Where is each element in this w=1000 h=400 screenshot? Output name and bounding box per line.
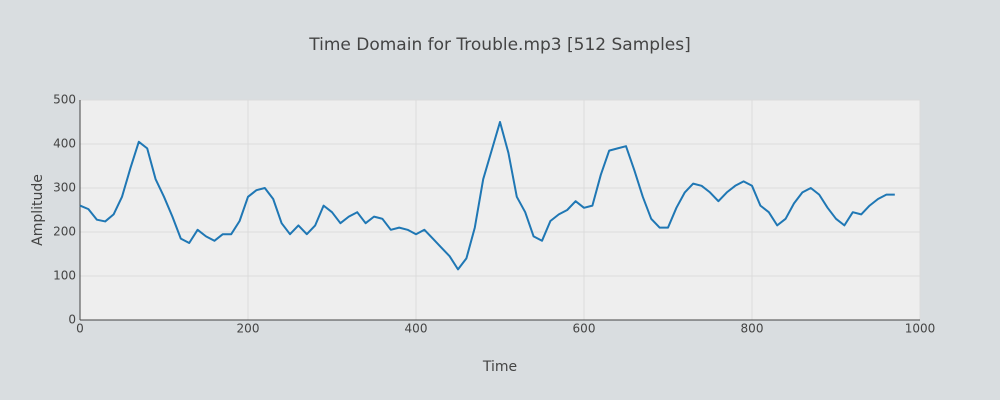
x-tick-label: 800 [741, 322, 764, 336]
x-tick-label: 600 [573, 322, 596, 336]
y-tick-label: 100 [53, 269, 76, 283]
x-tick-label: 1000 [905, 322, 936, 336]
data-line [79, 121, 895, 271]
y-tick-label: 400 [53, 137, 76, 151]
plot-area [80, 100, 920, 320]
y-tick-label: 300 [53, 181, 76, 195]
y-tick-label: 500 [53, 93, 76, 107]
y-axis-label: Amplitude [30, 174, 46, 246]
x-tick-label: 200 [237, 322, 260, 336]
y-tick-label: 200 [53, 225, 76, 239]
x-axis-label: Time [482, 359, 517, 375]
x-tick-label: 400 [405, 322, 428, 336]
x-tick-label: 0 [76, 322, 84, 336]
chart-title: Time Domain for Trouble.mp3 [512 Samples… [308, 35, 691, 55]
y-tick-label: 0 [68, 313, 76, 327]
